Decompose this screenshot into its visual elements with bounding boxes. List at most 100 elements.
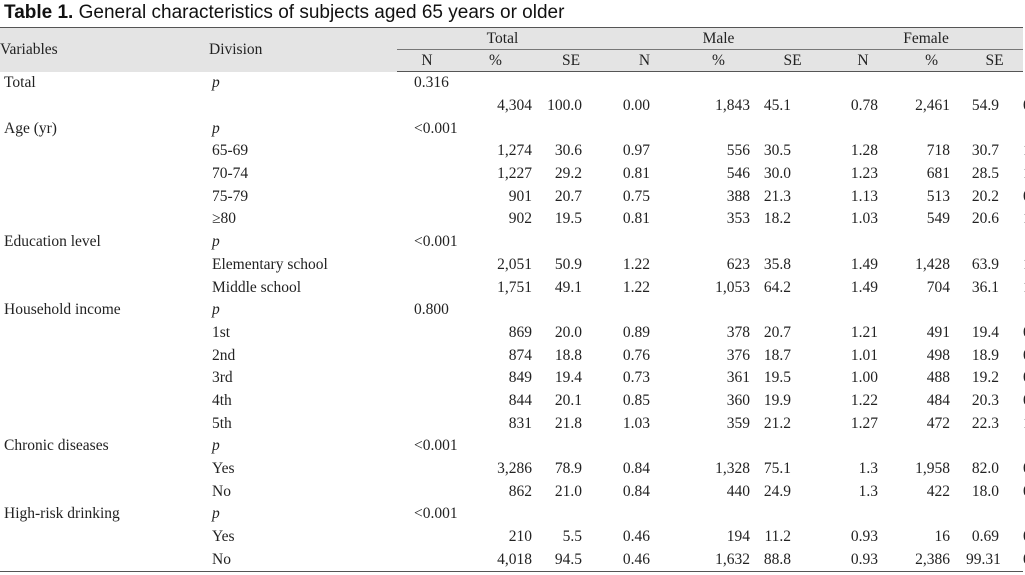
cell-male-n: 376 <box>726 346 750 364</box>
cell-division <box>198 95 397 118</box>
cell-division: 3rd <box>212 369 233 387</box>
cell-variable <box>0 480 198 503</box>
cell-spacer <box>397 254 457 277</box>
cell-empty <box>756 503 829 526</box>
cell-division: p <box>212 74 220 92</box>
cell-spacer <box>397 480 457 503</box>
cell-total-n: 874 <box>508 346 532 364</box>
cell-total-n: 844 <box>508 391 532 409</box>
cell-female-pct: 63.9 <box>971 255 1000 273</box>
cell-empty <box>608 299 681 322</box>
cell-total-n: 1,274 <box>497 142 532 160</box>
header-group-female: Female <box>829 27 1024 50</box>
header-group-total: Total <box>397 27 608 50</box>
cell-division: No <box>198 548 397 573</box>
table-title: General characteristics of subjects aged… <box>73 2 565 23</box>
cell-female-n: 681 <box>926 165 951 183</box>
cell-spacer <box>397 458 457 481</box>
cell-male-se: 1.23 <box>850 165 879 183</box>
table-row-p-value: Education level p <0.001 <box>0 231 1023 254</box>
cell-variable <box>0 254 198 277</box>
cell-empty <box>897 435 966 458</box>
cell-total-se: 0.46 <box>608 548 681 573</box>
cell-division: Middle school <box>212 278 302 296</box>
cell-female-pct: 19.2 <box>971 369 1000 387</box>
cell-total-pct: 20.0 <box>554 323 582 341</box>
cell-male-se: 1.49 <box>850 278 879 296</box>
cell-spacer <box>397 140 457 163</box>
cell-male-pct: 20.7 <box>763 323 792 341</box>
cell-total-n: 2,051 <box>497 255 532 273</box>
cell-male-pct: 19.5 <box>763 369 792 387</box>
cell-male-se: 1.22 <box>850 391 879 409</box>
cell-total-pct: 19.4 <box>554 369 582 387</box>
cell-variable <box>0 367 198 390</box>
table-row-p-value: High-risk drinking p <0.001 <box>0 503 1023 526</box>
cell-female-n: 2,461 <box>915 97 951 115</box>
header-division: Division <box>198 27 397 72</box>
cell-empty <box>608 503 681 526</box>
cell-total-pct: 18.8 <box>554 346 582 364</box>
cell-female-n: 491 <box>926 323 951 341</box>
cell-female-pct: 54.9 <box>971 97 1000 115</box>
cell-male-n: 623 <box>726 255 750 273</box>
cell-total-se: 1.22 <box>622 255 650 273</box>
cell-variable: Household income <box>4 301 121 319</box>
cell-male-pct: 30.0 <box>763 165 792 183</box>
cell-male-pct: 64.2 <box>763 278 792 296</box>
header-variables: Variables <box>0 27 198 72</box>
cell-empty <box>966 231 1023 254</box>
cell-empty <box>829 117 897 140</box>
cell-spacer <box>397 367 457 390</box>
cell-empty <box>829 231 897 254</box>
cell-male-se: 1.3 <box>858 460 879 478</box>
cell-division: 1st <box>212 323 231 341</box>
cell-empty <box>608 117 681 140</box>
cell-variable <box>0 140 198 163</box>
cell-male-se: 1.49 <box>850 255 879 273</box>
cell-male-se: 1.27 <box>850 414 879 432</box>
cell-total-pct: 19.5 <box>554 210 582 228</box>
cell-female-pct: 18.9 <box>971 346 1000 364</box>
cell-empty <box>756 299 829 322</box>
cell-variable <box>0 95 198 118</box>
header-group-male: Male <box>608 27 830 50</box>
cell-empty <box>681 117 756 140</box>
cell-total-pct: 29.2 <box>554 165 582 183</box>
cell-total-n: 869 <box>508 323 532 341</box>
cell-female-n: 16 <box>934 528 951 546</box>
cell-division: Yes <box>212 528 235 546</box>
cell-empty <box>829 435 897 458</box>
cell-division: p <box>212 119 220 137</box>
cell-male-n: 359 <box>726 414 750 432</box>
cell-male-pct: 18.7 <box>763 346 792 364</box>
cell-total-pct: 100.0 <box>547 97 582 115</box>
cell-division: 65-69 <box>212 142 249 160</box>
cell-division: 75-79 <box>212 187 249 205</box>
cell-division: 2nd <box>212 346 236 364</box>
cell-total-se: 1.22 <box>622 278 650 296</box>
cell-female-pct: 20.2 <box>971 187 1000 205</box>
cell-empty <box>897 72 966 95</box>
cell-total-n: 4,018 <box>457 548 534 573</box>
cell-total-pct: 21.8 <box>554 414 582 432</box>
table-number: Table 1. <box>4 2 74 23</box>
cell-female-pct: 20.3 <box>971 391 1000 409</box>
cell-spacer <box>397 95 457 118</box>
cell-male-n: 388 <box>726 187 750 205</box>
cell-female-pct: 0.69 <box>971 528 1000 546</box>
cell-spacer <box>397 163 457 186</box>
cell-division: p <box>212 505 220 523</box>
table-row-p-value: Household income p 0.800 <box>0 299 1023 322</box>
cell-male-se: 1.00 <box>850 369 879 387</box>
cell-division: Elementary school <box>212 255 328 273</box>
cell-spacer <box>397 548 457 573</box>
cell-total-pct: 78.9 <box>554 460 582 478</box>
cell-total-pct: 94.5 <box>534 548 608 573</box>
cell-male-n: 440 <box>726 482 750 500</box>
